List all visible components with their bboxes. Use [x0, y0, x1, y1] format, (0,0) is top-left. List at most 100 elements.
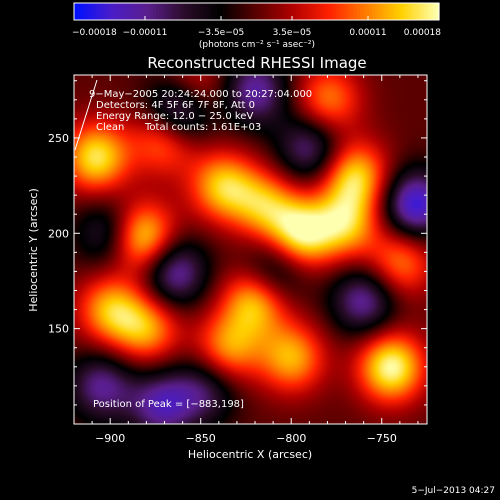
colorbar-swatch — [323, 3, 328, 20]
colorbar-swatch — [134, 3, 139, 20]
colorbar-tick-label: 0.00018 — [404, 28, 441, 38]
colorbar-swatch — [384, 3, 388, 20]
colorbar-swatch — [378, 3, 382, 20]
colorbar-swatch — [335, 3, 340, 20]
colorbar-swatch — [268, 3, 273, 20]
x-tick-label: −750 — [367, 432, 397, 445]
colorbar-swatch — [180, 3, 185, 20]
footer-date: 5−Jul−2013 04:27 — [412, 486, 495, 496]
colorbar-swatch — [201, 3, 206, 20]
colorbar-swatch — [171, 3, 175, 20]
colorbar-swatch — [289, 3, 294, 20]
colorbar-swatch — [320, 3, 325, 20]
colorbar-swatch — [408, 3, 413, 20]
annotation-total-counts: Total counts: 1.61E+03 — [144, 122, 261, 133]
colorbar-tick-label: 3.5e−05 — [273, 28, 312, 38]
colorbar-swatch — [80, 3, 84, 20]
colorbar-swatch — [229, 3, 233, 20]
y-axis-ticks: 150 200 250 — [48, 80, 427, 406]
colorbar-swatch — [244, 3, 248, 20]
y-tick-label: 250 — [48, 132, 69, 145]
colorbar-swatch — [232, 3, 236, 20]
colorbar-tick-label: −3.5e−05 — [198, 28, 244, 38]
colorbar-swatch — [423, 3, 428, 20]
colorbar-swatch — [198, 3, 203, 20]
colorbar-swatch — [153, 3, 157, 20]
colorbar-swatch — [344, 3, 349, 20]
x-axis-ticks: −900 −850 −800 −750 — [91, 75, 419, 445]
colorbar-swatch — [372, 3, 376, 20]
colorbar-swatch — [131, 3, 136, 20]
colorbar-swatch — [399, 3, 404, 20]
colorbar-swatch — [280, 3, 285, 20]
colorbar-swatch — [417, 3, 422, 20]
heatmap-image-holder — [74, 75, 427, 424]
colorbar-swatch — [393, 3, 398, 20]
chart-title: Reconstructed RHESSI Image — [147, 54, 366, 72]
colorbar-swatch — [247, 3, 252, 20]
colorbar-swatch — [274, 3, 279, 20]
colorbar-swatch — [405, 3, 410, 20]
annotation-pointer-line — [74, 79, 98, 151]
colorbar-swatch — [195, 3, 200, 20]
x-axis-label: Heliocentric X (arcsec) — [188, 448, 312, 461]
annotation-detectors: Detectors: 4F 5F 6F 7F 8F, Att 0 — [96, 100, 255, 111]
colorbar-swatch — [186, 3, 191, 20]
colorbar-swatch — [256, 3, 261, 20]
colorbar-swatch — [143, 3, 148, 20]
colorbar-swatch — [107, 3, 112, 20]
colorbar-swatch — [359, 3, 364, 20]
colorbar-swatch — [122, 3, 127, 20]
colorbar-swatch — [116, 3, 121, 20]
colorbar-swatch — [95, 3, 99, 20]
colorbar-swatch — [271, 3, 276, 20]
colorbar-swatch — [362, 3, 367, 20]
colorbar-swatch — [101, 3, 106, 20]
colorbar-swatch — [83, 3, 87, 20]
colorbar-swatch — [338, 3, 343, 20]
colorbar-swatch — [302, 3, 306, 20]
colorbar-swatch — [113, 3, 118, 20]
colorbar-swatch — [156, 3, 160, 20]
colorbar-swatch — [250, 3, 255, 20]
colorbar-swatch — [299, 3, 303, 20]
colorbar-swatch — [162, 3, 166, 20]
colorbar-swatch — [125, 3, 130, 20]
colorbar-swatch — [305, 3, 309, 20]
colorbar-swatch — [253, 3, 258, 20]
colorbar-swatch — [213, 3, 218, 20]
colorbar-swatch — [150, 3, 154, 20]
colorbar-swatch — [314, 3, 318, 20]
colorbar-swatch — [220, 3, 224, 20]
y-tick-label: 150 — [48, 323, 69, 336]
colorbar-swatch — [189, 3, 194, 20]
colorbar-swatch — [226, 3, 230, 20]
colorbar-swatch — [329, 3, 334, 20]
colorbar-swatch — [369, 3, 373, 20]
colorbar-swatch — [341, 3, 346, 20]
colorbar-swatch — [308, 3, 312, 20]
colorbar-tick-label: 0.00011 — [349, 28, 386, 38]
colorbar-gradient — [74, 3, 440, 20]
x-tick-label: −850 — [186, 432, 216, 445]
colorbar-swatch — [216, 3, 221, 20]
colorbar-swatch — [174, 3, 179, 20]
colorbar-swatch — [311, 3, 315, 20]
colorbar-swatch — [159, 3, 163, 20]
colorbar-swatch — [238, 3, 242, 20]
colorbar-swatch — [235, 3, 239, 20]
colorbar-tick-label: −0.00011 — [123, 28, 168, 38]
colorbar-swatch — [414, 3, 419, 20]
annotation-energy-range: Energy Range: 12.0 − 25.0 keV — [96, 111, 253, 122]
colorbar-swatch — [286, 3, 291, 20]
colorbar-swatch — [204, 3, 209, 20]
annotation-peak-position: Position of Peak = [−883,198] — [93, 399, 244, 410]
colorbar-swatch — [104, 3, 109, 20]
colorbar-swatch — [381, 3, 385, 20]
colorbar-swatch — [366, 3, 370, 20]
colorbar-swatch — [140, 3, 145, 20]
colorbar-swatch — [432, 3, 437, 20]
colorbar-swatch — [387, 3, 391, 20]
colorbar-swatch — [435, 3, 440, 20]
